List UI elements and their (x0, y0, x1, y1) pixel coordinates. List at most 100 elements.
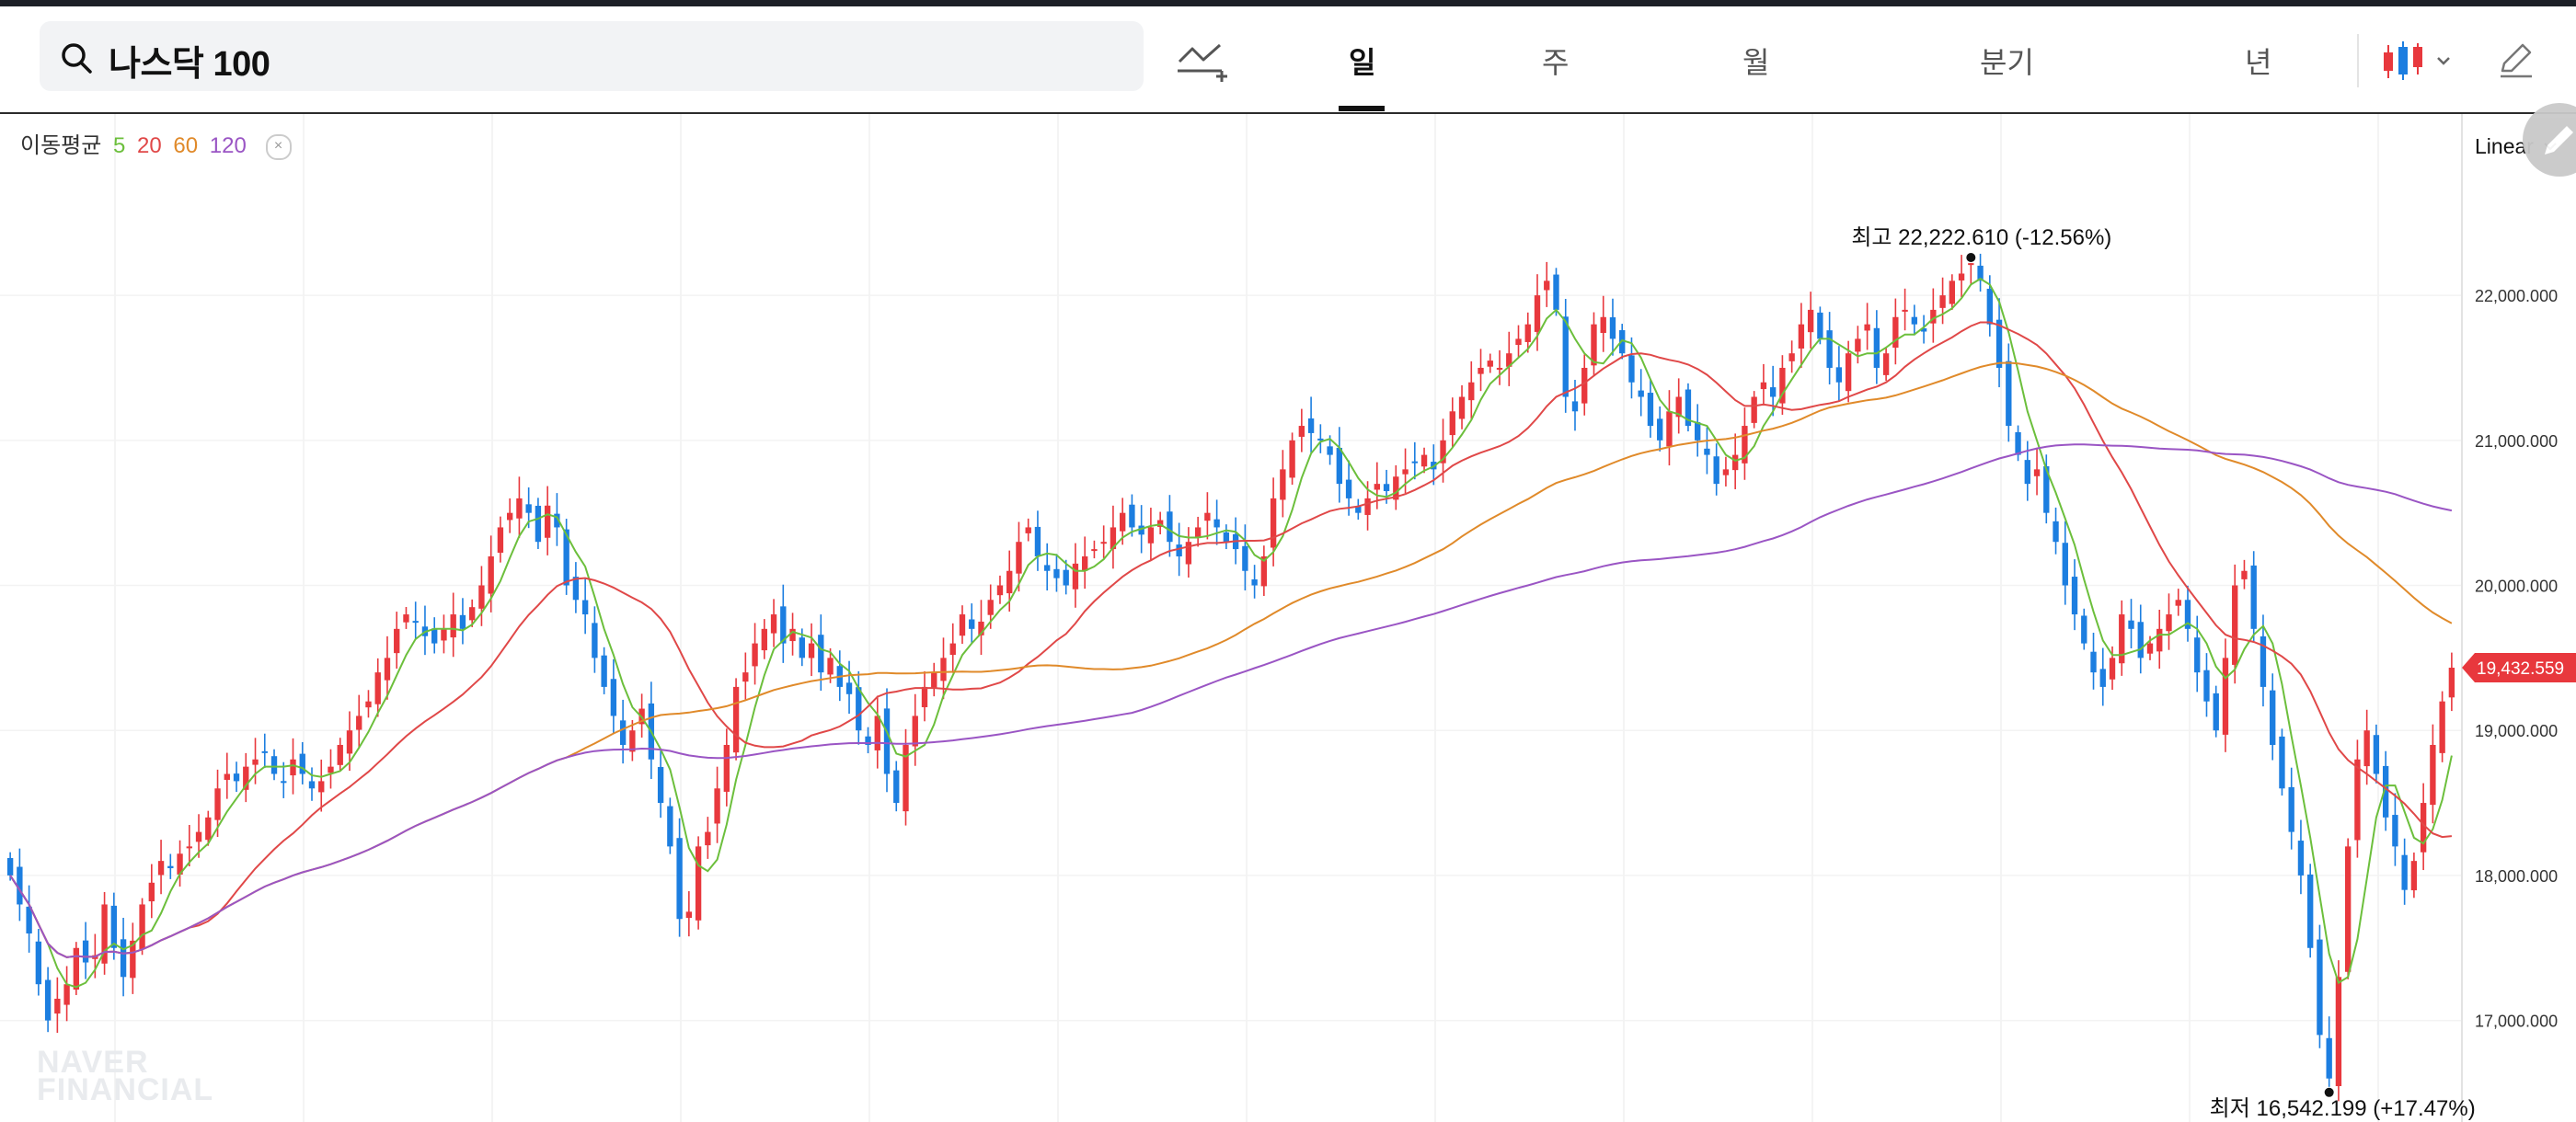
y-tick-label: 20,000.000 (2475, 578, 2558, 596)
candle-down (120, 939, 127, 978)
candle-down (893, 770, 900, 804)
ma20-line (9, 321, 2452, 958)
ma5-line (9, 277, 2453, 989)
candle-down (1317, 438, 1324, 441)
candle-down (2006, 361, 2012, 427)
candle-down (592, 623, 598, 658)
candle-up (903, 744, 909, 812)
candle-up (1025, 527, 1031, 533)
candle-up (1751, 396, 1757, 423)
candle-down (601, 655, 607, 687)
candle-down (563, 529, 569, 586)
candle-up (318, 781, 325, 793)
candle-down (2270, 690, 2276, 745)
candle-up (290, 759, 296, 776)
candle-up (1930, 309, 1937, 324)
candle-up (101, 904, 108, 964)
ma20-label: 20 (137, 133, 162, 158)
candle-down (270, 756, 278, 774)
candle-up (996, 585, 1004, 596)
candle-up (2146, 643, 2154, 654)
candle-down (2053, 521, 2059, 543)
candle-up (2439, 701, 2445, 753)
drawing-tools-fab[interactable] (2523, 103, 2576, 177)
candle-down (1327, 446, 1333, 455)
candle-up (1779, 367, 1786, 404)
ma5-label: 5 (113, 133, 126, 158)
candlestick-icon[interactable] (2381, 38, 2455, 84)
candle-up (497, 527, 504, 553)
toolbar-divider (2357, 34, 2359, 87)
tab-period-day[interactable]: 일 (1349, 46, 1376, 79)
y-tick-label: 22,000.000 (2475, 287, 2558, 305)
candle-up (931, 672, 937, 688)
candle-down (581, 600, 589, 615)
low-marker (2324, 1087, 2334, 1097)
candle-up (328, 766, 334, 773)
candle-down (1920, 327, 1927, 332)
candle-up (1289, 440, 1295, 478)
ma120-line (9, 443, 2453, 958)
candle-down (969, 619, 975, 629)
candle-up (912, 716, 918, 747)
candle-down (1242, 545, 1248, 571)
close-icon[interactable]: × (265, 133, 292, 160)
candle-up (450, 614, 456, 638)
candle-up (157, 861, 165, 876)
candle-down (2260, 635, 2267, 687)
candle-down (1562, 316, 1569, 397)
candle-up (195, 831, 202, 842)
candle-up (1892, 316, 1899, 349)
candle-down (2062, 543, 2068, 586)
candle-down (2279, 736, 2285, 789)
candle-up (1280, 469, 1286, 500)
candle-up (2166, 614, 2172, 632)
pencil-icon[interactable] (2495, 40, 2536, 80)
candle-down (1835, 367, 1843, 383)
candle-up (374, 672, 381, 704)
trendline-add-icon[interactable] (1176, 40, 1227, 84)
candle-up (2109, 658, 2116, 680)
candle-up (1449, 411, 1455, 436)
price-chart[interactable]: 17,000.000 18,000.000 19,000.000 20,000.000… (0, 114, 2576, 1122)
candle-up (1798, 324, 1805, 349)
candle-up (685, 911, 693, 919)
candle-up (2335, 977, 2342, 1087)
candle-down (1826, 330, 1833, 368)
y-tick-label: 18,000.000 (2475, 867, 2558, 886)
candle-up (789, 628, 796, 642)
candle-up (1072, 563, 1079, 590)
candle-down (35, 941, 42, 985)
candle-down (1355, 506, 1362, 513)
candle-down (431, 628, 438, 644)
pencil-icon (2545, 126, 2573, 155)
candle-up (214, 788, 221, 820)
tab-period-month[interactable]: 월 (1742, 46, 1770, 79)
candle-down (799, 637, 805, 658)
symbol-search-box[interactable]: 나스닥 100 (40, 21, 1144, 91)
candle-up (1420, 454, 1428, 467)
candle-up (1902, 309, 1908, 312)
candle-up (2033, 469, 2041, 476)
candle-down (412, 621, 419, 624)
candle-up (978, 621, 984, 635)
candle-down (2099, 669, 2106, 687)
tab-period-quarter[interactable]: 분기 (1980, 46, 2034, 79)
candle-up (1487, 361, 1493, 367)
candle-down (1138, 525, 1144, 535)
candle-up (1760, 382, 1767, 390)
candle-up (770, 614, 777, 634)
candle-up (243, 766, 249, 790)
candle-down (2213, 693, 2219, 731)
candle-up (337, 744, 343, 765)
candle-down (2307, 874, 2314, 948)
high-label: 최고 22,222.610 (-12.56%) (1851, 225, 2111, 250)
candle-up (2222, 658, 2229, 735)
tab-period-week[interactable]: 주 (1542, 46, 1570, 79)
candle-down (1251, 578, 1258, 586)
candle-up (1204, 512, 1211, 521)
candle-up (742, 672, 749, 682)
candle-up (1374, 484, 1380, 490)
candle-up (488, 555, 494, 594)
tab-period-year[interactable]: 년 (2245, 46, 2272, 79)
